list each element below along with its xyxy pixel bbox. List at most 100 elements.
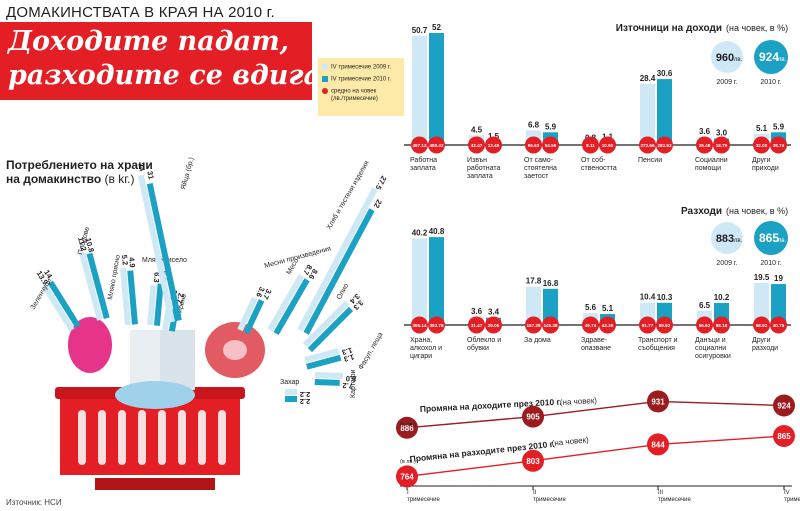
income-chart-category-label-0-0: Работна [410,156,437,164]
headline-box: Доходите падат, разходите се вдигат [0,22,350,100]
income-chart-value-2009-4: 28.4 [640,74,656,83]
income-chart-bar-2010-4 [657,79,672,145]
expenses-chart-value-2010-2: 16.8 [543,279,559,288]
expenses-chart: 40.2 355.14 40.8 353.78 Храна,алкохол ицигар… [404,206,791,360]
income-series-note: (на човек) [560,396,598,407]
income-chart-bar-2010-0 [429,33,444,145]
expenses-chart-value-2010-0: 40.8 [429,227,445,236]
quarterly-category-label-1-0: II [533,490,537,496]
food-value-2010-2: 4.9 [127,257,137,268]
expense-series-note: (на човек) [551,435,589,448]
food-category-label-6: Месни произведения [264,245,332,270]
expenses-chart-category-label-5-1: социални [695,345,726,352]
expenses-chart-subtitle: (на човек, в %) [726,206,788,216]
income-chart-total-2009-label: 2009 г. [716,79,737,86]
expenses-chart-per-person-2010-1: 29.05 [488,323,500,328]
expenses-chart-category-label-5-0: Данъци и [695,337,726,344]
food-value-2010-7: 8.6 [307,267,320,281]
food-bar-2010-3 [153,283,164,326]
basket-base [95,478,215,490]
expenses-chart-category-label-6-0: Други [752,337,771,344]
income-chart-total-2010: 924 [759,50,779,64]
legend-label-per-person: средно на човек [331,88,377,95]
legend-swatch-2010 [322,76,328,82]
expense-line [406,435,785,478]
legend-2009: IV тримесечие 2009 г. [322,64,391,72]
quarterly-category-label-2-1: тримесечие [658,497,692,503]
income-chart-category-label-2-1: стоятелна [524,165,557,172]
income-chart-value-2009-0: 50.7 [412,26,428,35]
income-chart-category-label-6-0: Други [752,157,771,164]
income-point-1 [522,405,544,428]
income-chart-per-person-dot-2009-3 [582,136,599,154]
income-unit-label: (в лв.) [400,422,416,428]
expense-point-label-2: 844 [651,440,665,449]
quarterly-category-label-2-0: III [658,490,663,496]
income-point-label-0: 886 [400,424,414,433]
income-chart-bar-2009-4 [640,83,655,145]
income-chart-value-2009-2: 6.8 [528,120,540,129]
income-chart-per-person-2009-2: 65.63 [528,143,540,148]
expense-point-3 [773,425,795,447]
expenses-chart-value-2010-6: 19 [774,274,783,283]
quarterly-category-label-1-1: тримесечие [533,497,567,503]
expenses-chart-per-person-2010-3: 43.39 [602,323,614,328]
income-chart-per-person-dot-2009-6 [753,136,770,154]
expenses-chart-per-person-dot-2010-3 [599,316,616,334]
expenses-chart-bar-2009-2 [526,286,541,325]
income-chart-category-label-5-0: Социални [695,157,728,164]
food-value-2010-12: 2.2 [300,397,310,406]
expenses-chart-per-person-dot-2010-6 [770,316,787,334]
income-chart-per-person-2010-3: 10.60 [602,143,614,148]
income-chart-category-label-0-1: заплата [410,165,436,172]
quarterly-chart: IтримесечиеIIтримесечиеIIIтримесечиеIVтр… [396,390,800,503]
income-chart-per-person-2009-0: 487.13 [412,143,426,148]
expenses-chart-total-2009-label: 2009 г. [716,260,737,267]
expenses-chart-total-2010-unit: лв. [778,238,787,244]
expense-point-0 [396,465,418,488]
income-chart-bar-2009-0 [412,35,427,145]
expenses-chart-per-person-2009-4: 91.77 [642,323,654,328]
expenses-chart-bar-2009-0 [412,238,427,325]
expenses-chart-category-label-2-0: За дома [524,337,551,344]
income-point-2 [647,390,669,413]
food-bar-2009-0 [41,284,75,332]
income-chart-per-person-dot-2010-4 [656,136,673,154]
income-point-3 [773,394,795,417]
income-point-label-2: 931 [651,397,665,406]
expenses-chart-per-person-dot-2010-5 [713,316,730,334]
food-bar-2009-9 [302,300,350,348]
income-chart-total-2009: 960 [716,52,734,64]
food-bar-2010-10 [306,354,342,370]
income-chart-per-person-2010-1: 13.49 [488,143,500,148]
income-point-label-1: 905 [526,413,540,422]
income-chart-per-person-dot-2010-2 [542,136,559,154]
quarterly-category-label-0-0: I [407,490,409,496]
income-chart-per-person-dot-2010-0 [428,136,445,154]
legend-swatch-per-person [322,88,328,94]
food-value-2010-5: 31 [145,170,156,180]
expenses-chart-category-label-0-1: алкохол и [410,345,442,352]
expenses-chart-value-2009-2: 17.8 [526,277,542,286]
expenses-chart-value-2009-1: 3.6 [471,307,483,316]
food-bar-2009-10 [304,348,340,363]
expenses-chart-bar-2010-6 [771,284,786,325]
food-value-2009-10: 1.3 [341,346,353,357]
income-chart-category-label-5-1: помощи [695,165,721,172]
food-bar-2010-2 [127,270,138,325]
food-value-2009-1: 11.2 [76,236,88,252]
expenses-chart-total-2010: 865 [759,231,779,245]
income-chart-category-label-1-2: заплата [467,173,493,180]
income-chart-per-person-2009-4: 272.66 [640,143,654,148]
food-value-2009-3: 6.3 [152,272,162,283]
expenses-chart-per-person-2010-2: 145.38 [543,323,557,328]
expenses-chart-per-person-2009-5: 56.62 [699,323,711,328]
income-chart-per-person-2010-4: 282.53 [657,143,671,148]
income-chart-value-2009-6: 5.1 [756,124,768,133]
expenses-chart-per-person-2010-4: 89.52 [659,323,671,328]
expenses-chart-category-label-4-1: съобщения [638,344,675,352]
food-value-2010-8: 22 [372,198,384,210]
expenses-chart-per-person-dot-2010-1 [485,316,502,334]
income-chart-per-person-2010-2: 54.56 [545,143,557,148]
expenses-chart-category-label-6-1: разходи [752,345,778,352]
